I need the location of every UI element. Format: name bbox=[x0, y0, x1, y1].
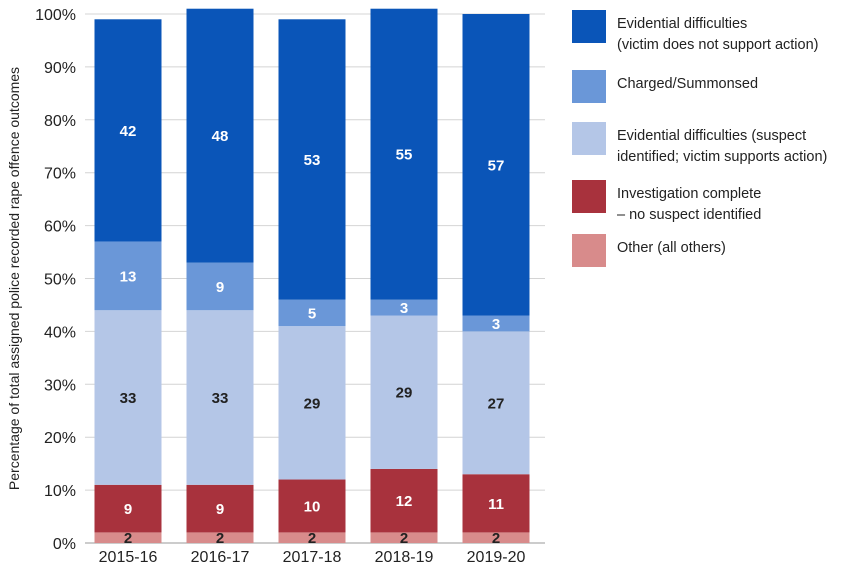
bar-segment bbox=[186, 484, 254, 533]
bar-segment bbox=[94, 19, 162, 242]
legend-label: Evidential difficulties (victim does not … bbox=[617, 14, 849, 56]
x-tick-label: 2016-17 bbox=[191, 549, 250, 566]
bar-value-label: 48 bbox=[212, 128, 229, 145]
bar-segment bbox=[370, 8, 438, 300]
y-tick-label: 70% bbox=[44, 166, 76, 183]
x-tick-label: 2017-18 bbox=[283, 549, 342, 566]
bar-value-label: 3 bbox=[492, 316, 500, 333]
bar-value-label: 5 bbox=[308, 305, 316, 322]
bar-segment bbox=[370, 468, 438, 533]
bar-segment bbox=[186, 262, 254, 311]
bar-value-label: 10 bbox=[304, 498, 321, 515]
bar-value-label: 2 bbox=[216, 530, 224, 547]
bar-segment bbox=[278, 19, 346, 300]
bar-value-label: 33 bbox=[120, 390, 137, 407]
y-tick-label: 80% bbox=[44, 113, 76, 130]
legend-label-line: (victim does not support action) bbox=[617, 37, 819, 53]
y-tick-label: 10% bbox=[44, 483, 76, 500]
bar-value-label: 2 bbox=[308, 530, 316, 547]
bar-segment bbox=[462, 474, 530, 533]
y-tick-label: 40% bbox=[44, 324, 76, 341]
legend-label-line: Investigation complete bbox=[617, 186, 762, 202]
legend-swatch bbox=[572, 122, 606, 155]
bar-value-label: 29 bbox=[304, 395, 321, 412]
bar-value-label: 27 bbox=[488, 395, 505, 412]
legend-swatch bbox=[572, 10, 606, 43]
bar-value-label: 2 bbox=[124, 530, 132, 547]
bar-segment bbox=[462, 331, 530, 475]
legend-label-line: Other (all others) bbox=[617, 240, 726, 256]
x-tick-label: 2019-20 bbox=[467, 549, 526, 566]
bar-segment bbox=[462, 315, 530, 332]
legend-label-line: identified; victim supports action) bbox=[617, 149, 828, 165]
bar-segment bbox=[370, 315, 438, 469]
legend-label: Investigation complete – no suspect ident… bbox=[617, 184, 849, 226]
y-tick-label: 30% bbox=[44, 377, 76, 394]
y-tick-label: 90% bbox=[44, 60, 76, 77]
bar-segment bbox=[186, 310, 254, 485]
y-tick-label: 20% bbox=[44, 430, 76, 447]
y-tick-label: 60% bbox=[44, 219, 76, 236]
x-tick-label: 2018-19 bbox=[375, 549, 434, 566]
bar-value-label: 9 bbox=[216, 501, 224, 518]
bar-value-label: 2 bbox=[492, 530, 500, 547]
bar-segment bbox=[278, 532, 346, 543]
bar-value-label: 57 bbox=[488, 157, 505, 174]
legend-label: Other (all others) bbox=[617, 238, 849, 259]
bar-value-label: 42 bbox=[120, 123, 137, 140]
bar-segment bbox=[278, 479, 346, 533]
y-axis-ticks: 0% 10% 20% 30% 40% 50% 60% 70% 80% 90% 100% bbox=[35, 7, 76, 553]
bar-segment bbox=[278, 299, 346, 327]
bar-segment bbox=[186, 532, 254, 543]
bar-segment bbox=[462, 532, 530, 543]
bar-value-label: 9 bbox=[124, 501, 132, 518]
legend-label-line: – no suspect identified bbox=[617, 207, 762, 223]
y-tick-label: 50% bbox=[44, 272, 76, 289]
y-axis-label: Percentage of total assigned police reco… bbox=[6, 67, 22, 490]
bar-segment bbox=[278, 326, 346, 480]
bar-value-label: 12 bbox=[396, 493, 413, 510]
legend-label: Charged/Summonsed bbox=[617, 74, 849, 95]
bar-segment bbox=[94, 532, 162, 543]
legend-swatch bbox=[572, 70, 606, 103]
legend-label-line: Charged/Summonsed bbox=[617, 76, 759, 92]
bar-value-label: 11 bbox=[488, 496, 504, 513]
bar-value-label: 55 bbox=[396, 147, 413, 164]
x-tick-label: 2015-16 bbox=[99, 549, 158, 566]
bar-value-label: 53 bbox=[304, 152, 321, 169]
bar-segment bbox=[462, 14, 530, 316]
legend-swatch bbox=[572, 180, 606, 213]
legend-label: Evidential difficulties (suspect identifi… bbox=[617, 126, 849, 168]
bar-segment bbox=[186, 8, 254, 263]
bar-segment bbox=[94, 484, 162, 533]
bar-value-label: 2 bbox=[400, 530, 408, 547]
y-tick-label: 100% bbox=[35, 7, 76, 24]
bar-segment bbox=[94, 310, 162, 485]
bar-value-label: 9 bbox=[216, 279, 224, 296]
legend-label-line: Evidential difficulties bbox=[617, 16, 748, 32]
bar-segment bbox=[370, 532, 438, 543]
bar-segment bbox=[94, 241, 162, 311]
bar-value-label: 33 bbox=[212, 390, 229, 407]
y-tick-label: 0% bbox=[53, 536, 76, 553]
x-axis-ticks: 2015-16 2016-17 2017-18 2018-19 2019-20 bbox=[99, 549, 526, 566]
bar-value-label: 3 bbox=[400, 300, 408, 317]
legend-label-line: Evidential difficulties (suspect bbox=[617, 128, 807, 144]
bar-value-label: 29 bbox=[396, 385, 413, 402]
bar-segment bbox=[370, 299, 438, 316]
legend-swatch bbox=[572, 234, 606, 267]
bar-value-label: 13 bbox=[120, 268, 137, 285]
